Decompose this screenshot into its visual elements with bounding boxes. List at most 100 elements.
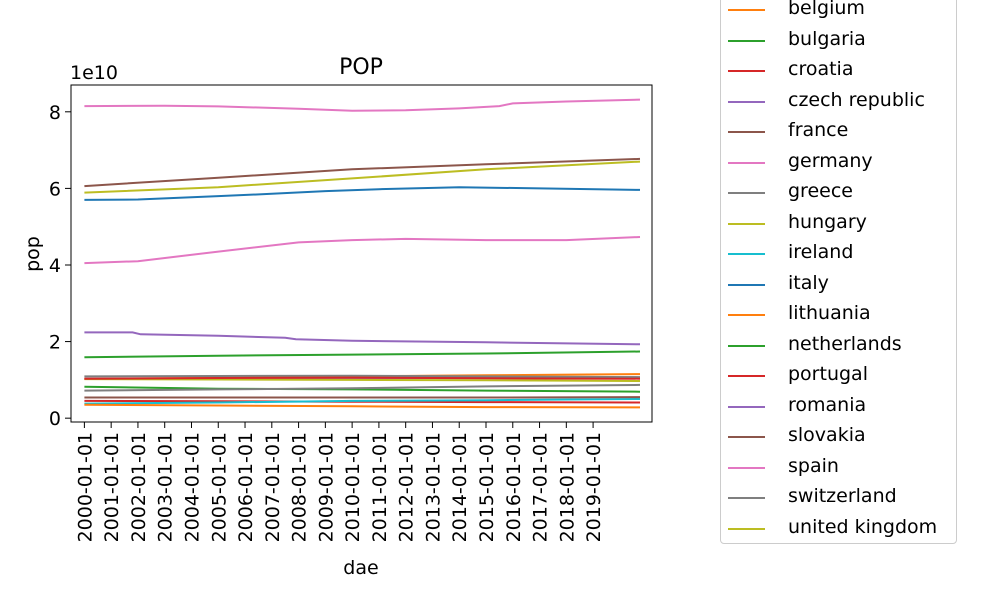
- legend-item-croatia: croatia: [721, 56, 956, 86]
- legend-label: netherlands: [788, 332, 902, 355]
- legend-swatch: [728, 9, 765, 11]
- legend-swatch: [728, 375, 765, 377]
- x-tick-label: 2010-01-01: [342, 432, 364, 542]
- legend-label: slovakia: [788, 424, 866, 446]
- x-tick-label: 2016-01-01: [503, 432, 525, 542]
- legend-swatch: [728, 283, 765, 286]
- legend-label: hungary: [788, 210, 867, 233]
- x-tick-label: 2000-01-01: [74, 432, 96, 542]
- chart-title: POP: [339, 55, 383, 80]
- legend-label: czech republic: [788, 88, 925, 111]
- x-axis-label: dae: [343, 557, 378, 579]
- x-tick-label: 2015-01-01: [476, 432, 498, 542]
- series-line-united-kingdom: [84, 160, 641, 194]
- series-line-greece: [84, 374, 641, 379]
- legend-swatch: [728, 161, 765, 164]
- legend: belgium bulgaria croatia czech republic fran…: [720, 0, 957, 544]
- series-line-france: [84, 157, 641, 188]
- series-line-bulgaria: [84, 385, 641, 393]
- legend-swatch: [728, 466, 765, 469]
- y-tick-label: 6: [49, 178, 61, 200]
- legend-item-greece: greece: [721, 178, 956, 208]
- series-line-switzerland: [84, 383, 641, 392]
- legend-label: greece: [788, 180, 853, 202]
- series-line-italy: [84, 186, 641, 201]
- x-tick-label: 2009-01-01: [315, 432, 337, 542]
- legend-swatch: [728, 131, 765, 133]
- x-tick-label: 2004-01-01: [182, 432, 204, 542]
- y-tick-label: 8: [49, 102, 61, 124]
- legend-label: italy: [788, 271, 829, 294]
- legend-swatch: [728, 192, 765, 194]
- x-tick-label: 2002-01-01: [128, 432, 150, 542]
- x-tick-label: 2005-01-01: [208, 432, 230, 542]
- legend-label: france: [788, 119, 849, 141]
- legend-swatch: [728, 497, 765, 499]
- legend-item-spain: spain: [721, 453, 956, 483]
- legend-label: belgium: [788, 0, 865, 19]
- legend-item-lithuania: lithuania: [721, 300, 956, 330]
- legend-label: spain: [788, 454, 839, 477]
- legend-swatch: [728, 405, 765, 408]
- legend-label: lithuania: [788, 302, 871, 324]
- y-tick-label: 4: [49, 255, 61, 277]
- x-tick-label: 2006-01-01: [235, 432, 257, 542]
- legend-item-slovakia: slovakia: [721, 422, 956, 452]
- legend-item-italy: italy: [721, 270, 956, 300]
- series-line-germany: [84, 98, 641, 112]
- y-axis-label: pop: [22, 236, 44, 272]
- x-tick-label: 2001-01-01: [101, 432, 123, 542]
- legend-label: ireland: [788, 241, 854, 263]
- series-line-hungary: [84, 378, 641, 382]
- legend-item-portugal: portugal: [721, 361, 956, 391]
- legend-swatch: [728, 39, 765, 42]
- legend-item-belgium: belgium: [721, 0, 956, 25]
- legend-label: bulgaria: [788, 27, 866, 50]
- y-multiplier-label: 1e10: [70, 62, 118, 84]
- x-tick-label: 2014-01-01: [449, 432, 471, 542]
- x-tick-label: 2008-01-01: [289, 432, 311, 542]
- legend-item-ireland: ireland: [721, 239, 956, 269]
- legend-item-czech-republic: czech republic: [721, 87, 956, 117]
- series-line-netherlands: [84, 350, 641, 359]
- x-tick-label: 2011-01-01: [369, 432, 391, 542]
- legend-swatch: [728, 436, 765, 438]
- series-line-spain: [84, 236, 641, 265]
- plot-frame: [70, 84, 653, 423]
- x-tick-label: 2003-01-01: [155, 432, 177, 542]
- legend-label: united kingdom: [788, 515, 938, 538]
- series-line-romania: [84, 331, 641, 346]
- legend-swatch: [728, 253, 765, 255]
- y-tick-label: 0: [49, 408, 61, 430]
- series-line-ireland: [84, 398, 641, 405]
- legend-item-bulgaria: bulgaria: [721, 26, 956, 56]
- legend-swatch: [728, 70, 765, 72]
- tick-layer: 0 2 4 6 8 2000-01-01 2001-01-01 2002-01-01 2003-…: [49, 102, 605, 543]
- legend-swatch: [728, 527, 765, 530]
- legend-label: switzerland: [788, 485, 897, 507]
- legend-label: romania: [788, 393, 867, 416]
- x-tick-label: 2018-01-01: [556, 432, 578, 542]
- legend-item-germany: germany: [721, 148, 956, 178]
- legend-item-switzerland: switzerland: [721, 483, 956, 513]
- x-tick-label: 2013-01-01: [423, 432, 445, 542]
- legend-item-united-kingdom: united kingdom: [721, 514, 956, 544]
- legend-swatch: [728, 344, 765, 347]
- series-layer: [84, 98, 641, 409]
- legend-swatch: [728, 314, 765, 316]
- series-line-portugal: [84, 376, 641, 380]
- x-tick-label: 2012-01-01: [396, 432, 418, 542]
- legend-item-romania: romania: [721, 392, 956, 422]
- x-tick-label: 2019-01-01: [583, 432, 605, 542]
- legend-swatch: [728, 100, 765, 103]
- series-line-lithuania: [84, 403, 641, 409]
- y-tick-label: 2: [49, 332, 61, 354]
- legend-label: portugal: [788, 363, 868, 385]
- x-tick-label: 2017-01-01: [530, 432, 552, 542]
- legend-item-netherlands: netherlands: [721, 331, 956, 361]
- legend-label: croatia: [788, 58, 854, 80]
- legend-label: germany: [788, 149, 873, 172]
- x-tick-label: 2007-01-01: [262, 432, 284, 542]
- legend-swatch: [728, 222, 765, 225]
